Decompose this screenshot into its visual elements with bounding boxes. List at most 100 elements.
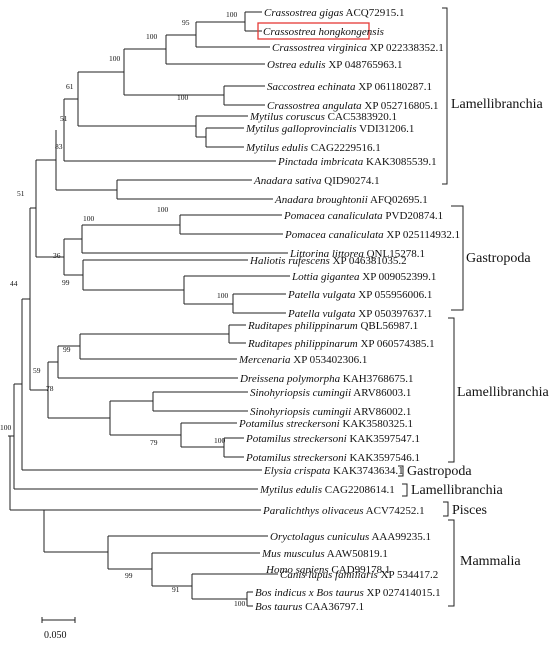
taxon-species: Crassostrea gigas [264, 7, 343, 19]
taxon-species: Bos taurus [255, 601, 302, 613]
bootstrap-value: 100 [0, 423, 12, 432]
bootstrap-value: 99 [125, 571, 133, 580]
taxon-species: Potamilus streckersoni [245, 433, 347, 445]
taxon-species: Haliotis rufescens [249, 255, 330, 267]
taxon-species: Elysia crispata [263, 465, 331, 477]
svg-text:Mercenaria XP 053402306.1: Mercenaria XP 053402306.1 [238, 354, 367, 366]
taxon-species: Sinohyriopsis cumingii [250, 387, 351, 399]
taxon-species: Pomacea canaliculata [284, 229, 384, 241]
branch [63, 99, 276, 162]
svg-text:Potamilus streckersoni KAK3580: Potamilus streckersoni KAK3580325.1 [238, 418, 413, 430]
taxon-species: Mytilus edulis [259, 484, 322, 496]
taxon-species: Potamilus streckersoni [245, 452, 347, 464]
group-label-gastropoda: Gastropoda [466, 251, 531, 266]
group-label-lamellibranchia: Lamellibranchia [411, 483, 504, 498]
svg-text:Crassostrea gigas ACQ72915.1: Crassostrea gigas ACQ72915.1 [264, 7, 405, 19]
bootstrap-value: 100 [177, 93, 189, 102]
taxon-accession: XP 061180287.1 [358, 81, 432, 93]
branch [180, 422, 244, 458]
taxon-accession: KAK3085539.1 [366, 156, 437, 168]
svg-text:Elysia crispata KAK3743634.1: Elysia crispata KAK3743634.1 [263, 465, 404, 477]
bootstrap-value: 100 [109, 54, 121, 63]
group-bracket [443, 501, 449, 517]
svg-text:Dreissena polymorpha KAH376867: Dreissena polymorpha KAH3768675.1 [239, 373, 413, 385]
taxon-species: Mytilus edulis [245, 142, 308, 154]
group-label-lamellibranchia: Lamellibranchia [457, 385, 550, 400]
highlight-box [257, 22, 370, 40]
svg-text:Saccostrea echinata XP 0611802: Saccostrea echinata XP 061180287.1 [267, 81, 432, 93]
taxon-species: Saccostrea echinata [267, 81, 356, 93]
taxon-accession: XP 053402306.1 [293, 354, 367, 366]
branch [195, 115, 248, 148]
bootstrap-value: 61 [66, 82, 74, 91]
taxon-accession: QID90274.1 [324, 175, 379, 187]
group-bracket [402, 483, 408, 497]
taxon-species: Anadara sativa [253, 175, 322, 187]
group-bracket [451, 205, 464, 311]
bootstrap-values: 100 95 100 100 61 100 51 83 100 100 36 9… [0, 10, 246, 608]
bootstrap-value: 100 [226, 10, 238, 19]
bootstrap-value: 91 [172, 585, 180, 594]
branch [165, 34, 265, 65]
svg-text:Sinohyriopsis cumingii ARV8600: Sinohyriopsis cumingii ARV86002.1 [250, 406, 411, 418]
taxon-species: Mercenaria [238, 354, 291, 366]
taxon-accession: KAH3768675.1 [343, 373, 414, 385]
svg-text:Ruditapes philippinarum XP 060: Ruditapes philippinarum XP 060574385.1 [247, 338, 435, 350]
svg-text:Pinctada imbricata KAK3085539.: Pinctada imbricata KAK3085539.1 [277, 156, 437, 168]
svg-text:Anadara sativa QID90274.1: Anadara sativa QID90274.1 [253, 175, 380, 187]
taxon-accession: XP 055956006.1 [358, 289, 432, 301]
taxon-species: Pomacea canaliculata [283, 210, 383, 222]
taxon-species: Mus musculus [261, 548, 325, 560]
taxon-accession: XP 025114932.1 [386, 229, 460, 241]
branch [8, 384, 258, 490]
bootstrap-value: 100 [214, 436, 226, 445]
svg-text:Ostrea edulis XP 048765963.1: Ostrea edulis XP 048765963.1 [267, 59, 402, 71]
group-label-lamellibranchia: Lamellibranchia [451, 97, 544, 112]
svg-text:Pomacea canaliculata XP 025114: Pomacea canaliculata XP 025114932.1 [284, 229, 460, 241]
bootstrap-value: 79 [150, 438, 158, 447]
taxon-accession: CAD99178.1 [331, 564, 390, 576]
branch [195, 11, 270, 48]
svg-text:Lottia gigantea XP 009052399.1: Lottia gigantea XP 009052399.1 [291, 271, 436, 283]
taxon-accession: QNL15278.1 [367, 248, 425, 260]
svg-text:Mytilus galloprovincialis VDI3: Mytilus galloprovincialis VDI31206.1 [245, 123, 414, 135]
bootstrap-value: 51 [17, 189, 25, 198]
taxon-species: Pinctada imbricata [277, 156, 364, 168]
taxon-accession: KAK3597546.1 [349, 452, 420, 464]
taxon-accession: XP 009052399.1 [362, 271, 436, 283]
taxon-species: Homo sapiens [265, 564, 329, 576]
taxon-species: Sinohyriopsis cumingii [250, 406, 351, 418]
taxon-accession: VDI31206.1 [359, 123, 414, 135]
branch [116, 179, 273, 200]
branch [64, 72, 196, 127]
taxon-accession: ARV86003.1 [353, 387, 411, 399]
taxon-species: Ruditapes philippinarum [247, 320, 358, 332]
bootstrap-value: 100 [146, 32, 158, 41]
branch [57, 345, 238, 379]
taxon-species: Lottia gigantea [291, 271, 360, 283]
group-bracket [398, 465, 404, 477]
taxon-accession: CAA36797.1 [305, 601, 364, 613]
group-bracket [448, 317, 455, 463]
taxon-accession: XP 534417.2 [381, 569, 439, 581]
taxon-accession: XP 048765963.1 [328, 59, 402, 71]
bootstrap-value: 99 [62, 278, 70, 287]
taxon-species: Patella vulgata [287, 308, 356, 320]
taxon-species: Paralichthys olivaceus [262, 505, 364, 517]
taxon-accession: KAK3597547.1 [349, 433, 420, 445]
taxon-labels: Crassostrea gigas ACQ72915.1 Crassostrea… [238, 7, 460, 613]
taxon-species: Mytilus galloprovincialis [245, 123, 357, 135]
taxon-species: Ruditapes philippinarum [247, 338, 358, 350]
branch [79, 324, 246, 360]
branch [14, 299, 262, 471]
taxon-accession: KAK3580325.1 [342, 418, 413, 430]
taxon-accession: ACQ72915.1 [346, 7, 405, 19]
branch [36, 130, 117, 191]
taxon-species: Dreissena polymorpha [239, 373, 341, 385]
taxon-species: Anadara broughtonii [274, 194, 368, 206]
svg-text:Homo sapiens CAD99178.1: Homo sapiens CAD99178.1 [265, 564, 390, 576]
scale-bar [41, 617, 76, 623]
scale-bar-label: 0.050 [44, 630, 67, 641]
bootstrap-value: 100 [83, 214, 95, 223]
